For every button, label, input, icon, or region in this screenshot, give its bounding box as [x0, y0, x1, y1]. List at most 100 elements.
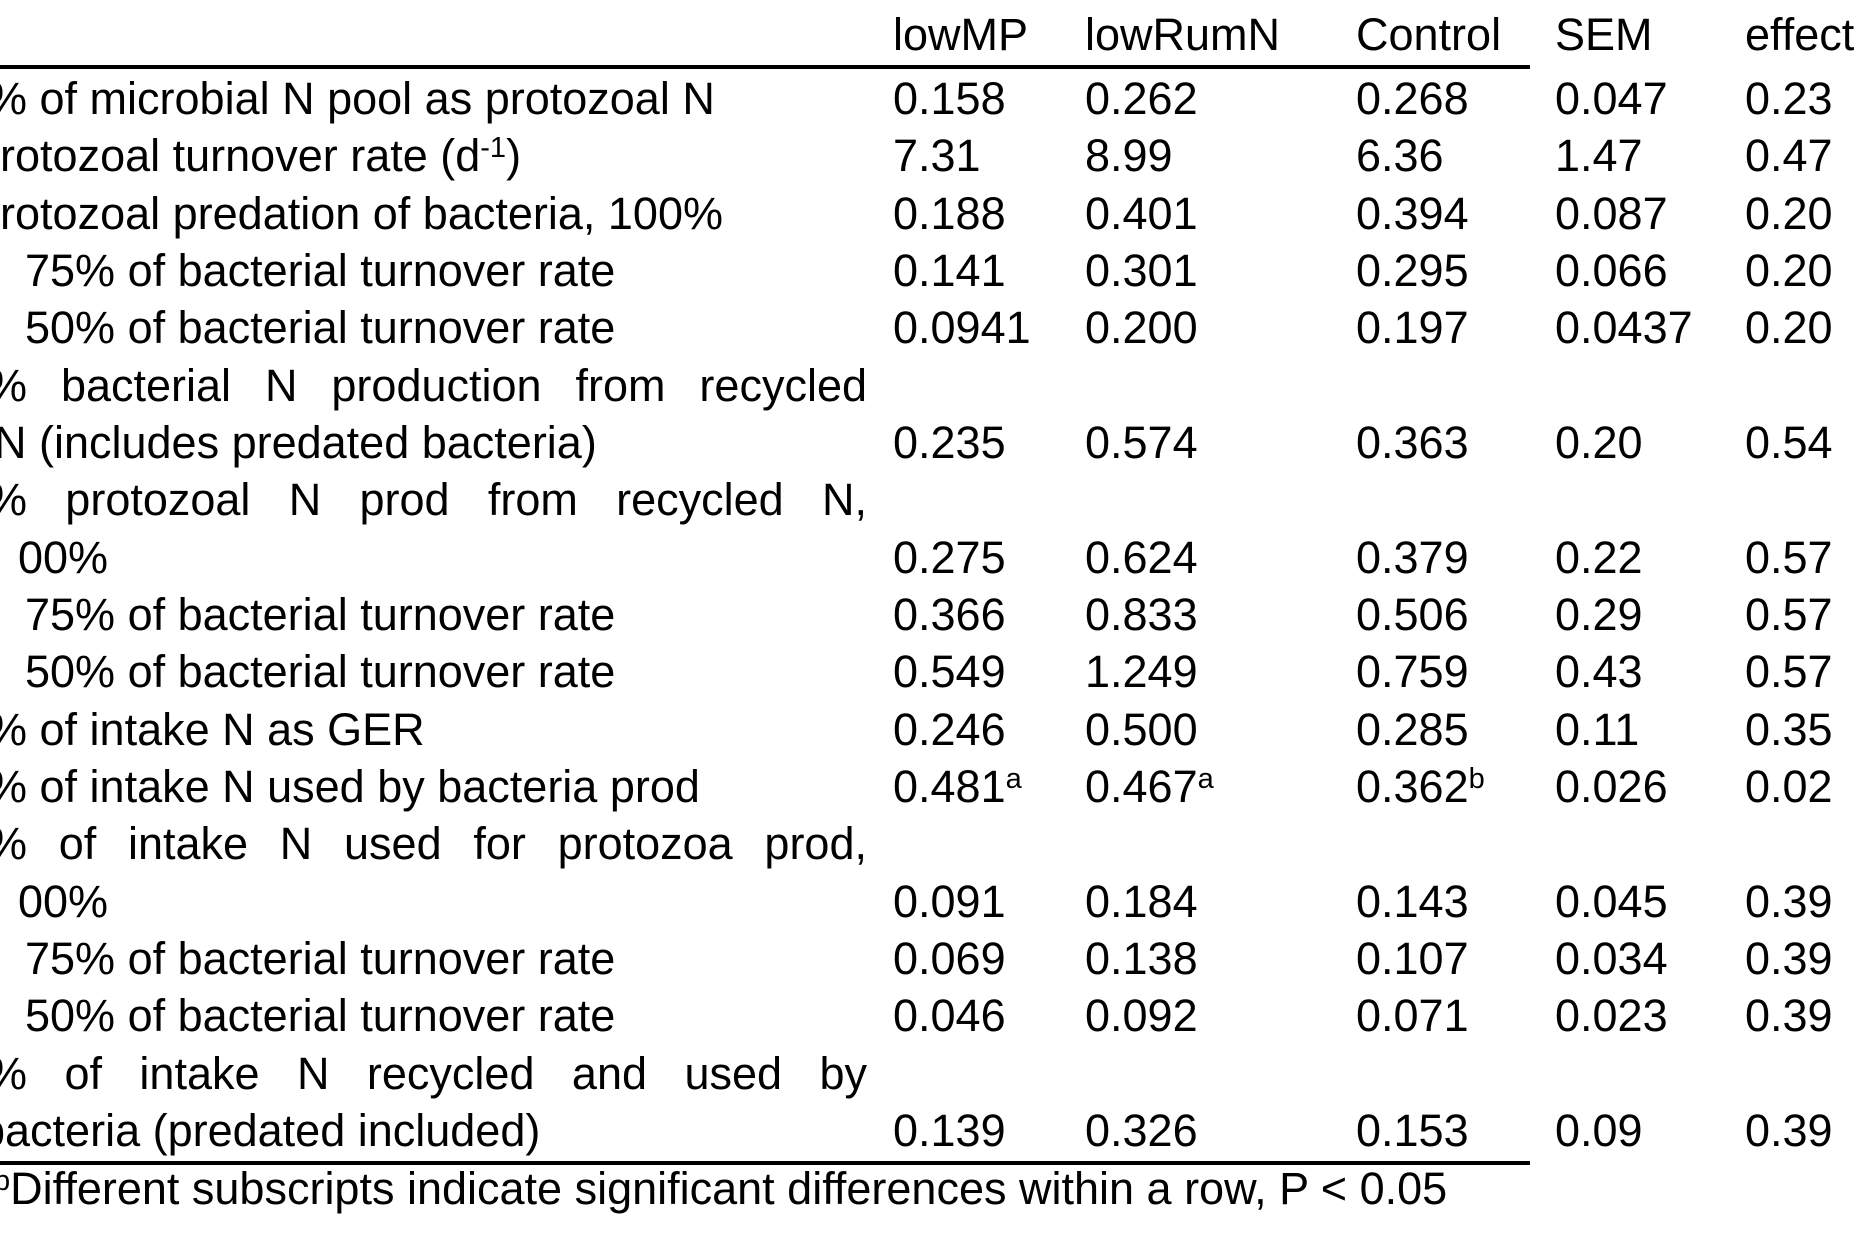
cell-value: 0.394: [1356, 188, 1469, 239]
significance-superscript: a: [1197, 763, 1214, 795]
cell-value: 0.467a: [1085, 761, 1214, 816]
table-row: 50% of bacterial turnover rate 0.549 1.2…: [0, 649, 1871, 706]
footnote: bDifferent subscripts indicate significa…: [0, 1163, 1448, 1218]
row-label: % of intake N used for protozoa prod,: [0, 818, 867, 869]
cell-value: 0.20: [1745, 302, 1833, 353]
footnote-text: Different subscripts indicate significan…: [10, 1163, 1448, 1214]
table-row: 50% of bacterial turnover rate 0.0941 0.…: [0, 305, 1871, 362]
cell-value: 0.57: [1745, 646, 1833, 697]
cell-value: 0.54: [1745, 417, 1833, 468]
table-row: 75% of bacterial turnover rate 0.069 0.1…: [0, 936, 1871, 993]
table-row: 75% of bacterial turnover rate 0.366 0.8…: [0, 592, 1871, 649]
row-label: 50% of bacterial turnover rate: [25, 646, 616, 697]
cell-value: 0.20: [1745, 245, 1833, 296]
cell-value: 0.09: [1555, 1105, 1643, 1156]
row-label: 00%: [18, 876, 109, 927]
cell-value: 0.326: [1085, 1105, 1198, 1156]
cell-value: 0.23: [1745, 73, 1833, 124]
cell-value-number: 0.481: [893, 761, 1006, 812]
cell-value: 0.574: [1085, 417, 1198, 468]
cell-value: 0.39: [1745, 876, 1833, 927]
row-label: % of intake N as GER: [0, 704, 425, 755]
cell-value: 0.184: [1085, 876, 1198, 927]
cell-value: 0.47: [1745, 130, 1833, 181]
table-row: 00% 0.091 0.184 0.143 0.045 0.39: [0, 879, 1871, 936]
cell-value: 0.295: [1356, 245, 1469, 296]
table-header-row: lowMP lowRumN Control SEM effect: [0, 12, 1871, 69]
table-row: bacteria (predated included) 0.139 0.326…: [0, 1108, 1871, 1165]
row-label: 75% of bacterial turnover rate: [25, 933, 616, 984]
cell-value: 0.069: [893, 933, 1006, 984]
row-label: 50% of bacterial turnover rate: [25, 990, 616, 1041]
cell-value: 0.046: [893, 990, 1006, 1041]
cell-value: 0.045: [1555, 876, 1668, 927]
cell-value: 0.139: [893, 1105, 1006, 1156]
footer-rule: [0, 1161, 1530, 1165]
cell-value: 0.153: [1356, 1105, 1469, 1156]
table-row: protozoal predation of bacteria, 100% 0.…: [0, 191, 1871, 248]
cell-value: 0.235: [893, 417, 1006, 468]
cell-value: 0.071: [1356, 990, 1469, 1041]
cell-value: 0.268: [1356, 73, 1469, 124]
cell-value: 0.506: [1356, 589, 1469, 640]
cell-value: 0.188: [893, 188, 1006, 239]
cell-value: 0.29: [1555, 589, 1643, 640]
cell-value: 0.0437: [1555, 302, 1693, 353]
cell-value: 0.57: [1745, 589, 1833, 640]
cell-value: 0.11: [1555, 704, 1640, 755]
column-header-lowmp: lowMP: [893, 9, 1029, 60]
row-label-text: ): [506, 130, 522, 181]
cell-value: 0.200: [1085, 302, 1198, 353]
header-rule: [0, 65, 1530, 69]
row-label: % bacterial N production from recycled: [0, 360, 867, 411]
cell-value: 0.20: [1555, 417, 1643, 468]
cell-value: 0.034: [1555, 933, 1668, 984]
cell-value: 0.500: [1085, 704, 1198, 755]
significance-superscript: b: [1468, 763, 1485, 795]
cell-value: 0.481a: [893, 761, 1022, 816]
cell-value-number: 0.362: [1356, 761, 1469, 812]
footnote-superscript: b: [0, 1165, 11, 1197]
cell-value: 0.759: [1356, 646, 1469, 697]
row-label: % protozoal N prod from recycled N,: [0, 474, 867, 525]
cell-value: 0.141: [893, 245, 1006, 296]
cell-value: 6.36: [1356, 130, 1444, 181]
cell-value: 0.624: [1085, 532, 1198, 583]
table-row: % bacterial N production from recycled: [0, 363, 1871, 420]
cell-value: 0.262: [1085, 73, 1198, 124]
cell-value: 0.246: [893, 704, 1006, 755]
cell-value: 7.31: [893, 130, 981, 181]
cell-value: 0.285: [1356, 704, 1469, 755]
cell-value: 0.22: [1555, 532, 1643, 583]
cell-value: 0.158: [893, 73, 1006, 124]
significance-superscript: a: [1005, 763, 1022, 795]
row-label: bacteria (predated included): [0, 1105, 541, 1156]
table-row: % protozoal N prod from recycled N,: [0, 477, 1871, 534]
cell-value: 0.107: [1356, 933, 1469, 984]
cell-value: 0.43: [1555, 646, 1643, 697]
cell-value: 8.99: [1085, 130, 1173, 181]
cell-value: 0.066: [1555, 245, 1668, 296]
row-label: % of intake N used by bacteria prod: [0, 761, 700, 812]
table-row: 50% of bacterial turnover rate 0.046 0.0…: [0, 993, 1871, 1050]
row-label: % of intake N recycled and used by: [0, 1048, 867, 1099]
table-row: % of intake N as GER 0.246 0.500 0.285 0…: [0, 707, 1871, 764]
cell-value: 0.39: [1745, 1105, 1833, 1156]
row-label-superscript: -1: [480, 132, 507, 164]
cell-value: 0.39: [1745, 990, 1833, 1041]
cell-value: 0.366: [893, 589, 1006, 640]
row-label: protozoal turnover rate (d-1): [0, 130, 855, 185]
cell-value: 0.092: [1085, 990, 1198, 1041]
cell-value: 0.023: [1555, 990, 1668, 1041]
cell-value: 0.549: [893, 646, 1006, 697]
row-label: 75% of bacterial turnover rate: [25, 245, 616, 296]
row-label: 75% of bacterial turnover rate: [25, 589, 616, 640]
table-row: % of intake N used for protozoa prod,: [0, 821, 1871, 878]
cell-value: 0.401: [1085, 188, 1198, 239]
cell-value: 1.249: [1085, 646, 1198, 697]
cell-value-number: 0.467: [1085, 761, 1198, 812]
cell-value: 0.379: [1356, 532, 1469, 583]
cell-value: 0.362b: [1356, 761, 1485, 816]
cell-value: 0.363: [1356, 417, 1469, 468]
